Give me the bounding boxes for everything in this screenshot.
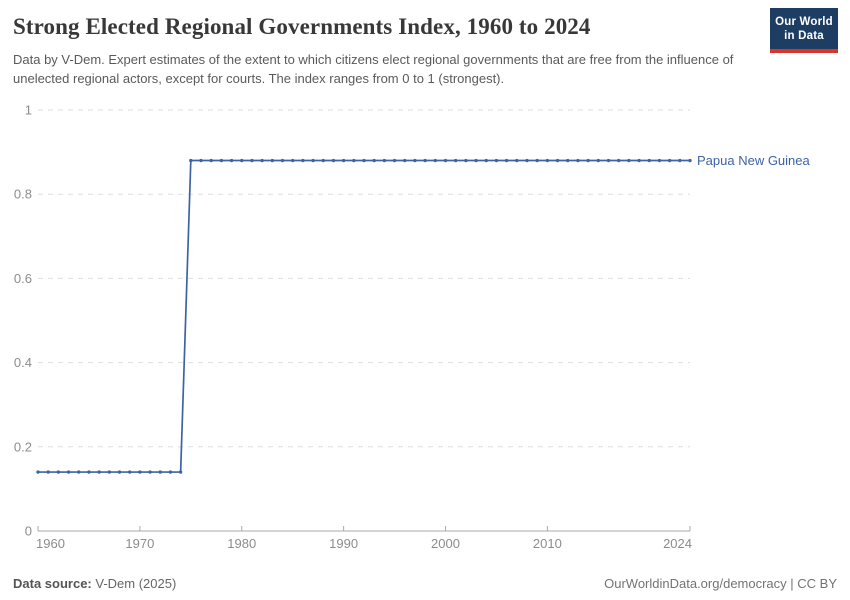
data-point[interactable] xyxy=(474,158,478,163)
data-point[interactable] xyxy=(46,470,50,474)
y-axis-tick-label: 0.2 xyxy=(14,439,32,454)
data-point[interactable] xyxy=(301,158,305,163)
y-axis-tick-label: 1 xyxy=(25,103,32,118)
data-point[interactable] xyxy=(77,470,81,474)
series-entity-label[interactable]: Papua New Guinea xyxy=(697,153,811,168)
data-point[interactable] xyxy=(586,158,590,163)
data-point[interactable] xyxy=(352,158,356,163)
data-point[interactable] xyxy=(627,158,631,163)
data-point[interactable] xyxy=(372,158,376,163)
data-point[interactable] xyxy=(657,158,662,163)
chart-footer: Data source: V-Dem (2025) OurWorldinData… xyxy=(0,569,850,600)
y-axis-tick-label: 0.8 xyxy=(14,187,32,202)
data-source-note: Data source: V-Dem (2025) xyxy=(13,576,176,591)
data-point[interactable] xyxy=(464,158,468,163)
data-point[interactable] xyxy=(189,158,193,163)
data-point[interactable] xyxy=(453,158,458,163)
data-point[interactable] xyxy=(127,470,132,474)
series-line-papua-new-guinea[interactable] xyxy=(38,159,690,473)
x-axis-tick-label: 1990 xyxy=(329,536,358,551)
data-point[interactable] xyxy=(576,158,580,163)
data-point[interactable] xyxy=(107,470,112,474)
data-point[interactable] xyxy=(270,158,275,163)
data-point[interactable] xyxy=(535,158,539,163)
data-point[interactable] xyxy=(199,158,203,163)
data-point[interactable] xyxy=(138,470,142,474)
chart-subtitle: Data by V-Dem. Expert estimates of the e… xyxy=(13,52,734,86)
owid-logo[interactable]: Our World in Data xyxy=(770,8,838,53)
data-point[interactable] xyxy=(494,158,499,163)
data-point[interactable] xyxy=(484,158,488,163)
data-point[interactable] xyxy=(403,158,407,163)
data-point[interactable] xyxy=(688,158,692,163)
data-point[interactable] xyxy=(56,470,61,474)
data-point[interactable] xyxy=(443,158,448,163)
x-axis-tick-label: 1980 xyxy=(227,536,256,551)
data-point[interactable] xyxy=(260,158,264,163)
data-point[interactable] xyxy=(382,158,387,163)
data-point[interactable] xyxy=(87,470,91,474)
data-point[interactable] xyxy=(219,158,224,163)
data-point[interactable] xyxy=(606,158,611,163)
data-point[interactable] xyxy=(616,158,621,163)
data-point[interactable] xyxy=(596,158,601,163)
data-point[interactable] xyxy=(525,158,529,163)
data-point[interactable] xyxy=(311,158,315,163)
data-point[interactable] xyxy=(168,470,173,474)
data-point[interactable] xyxy=(433,158,438,163)
data-point[interactable] xyxy=(341,158,346,163)
data-point[interactable] xyxy=(566,158,570,163)
data-point[interactable] xyxy=(158,470,162,474)
owid-logo-line2: in Data xyxy=(784,29,824,42)
data-point[interactable] xyxy=(678,158,682,163)
x-axis-tick-label: 1970 xyxy=(125,536,154,551)
data-source-label: Data source: xyxy=(13,576,92,591)
data-point[interactable] xyxy=(362,158,366,163)
data-point[interactable] xyxy=(250,158,254,163)
data-point[interactable] xyxy=(280,158,285,163)
data-point[interactable] xyxy=(66,470,71,474)
data-point[interactable] xyxy=(229,158,234,163)
data-point[interactable] xyxy=(240,158,244,163)
x-axis-tick-label: 1960 xyxy=(36,536,65,551)
data-point[interactable] xyxy=(555,158,560,163)
data-point[interactable] xyxy=(290,158,295,163)
data-point[interactable] xyxy=(413,158,417,163)
data-point[interactable] xyxy=(97,470,101,474)
data-source-value: V-Dem (2025) xyxy=(91,576,177,591)
data-point[interactable] xyxy=(637,158,641,163)
data-point[interactable] xyxy=(209,158,213,163)
x-axis-tick-label: 2010 xyxy=(533,536,562,551)
data-point[interactable] xyxy=(148,470,152,474)
data-point[interactable] xyxy=(178,470,183,474)
data-point[interactable] xyxy=(392,158,397,163)
x-axis-tick-label: 2024 xyxy=(663,536,692,551)
owid-credit-link[interactable]: OurWorldinData.org/democracy | CC BY xyxy=(604,576,837,591)
y-axis-tick-label: 0.4 xyxy=(14,355,32,370)
data-point[interactable] xyxy=(515,158,519,163)
data-point[interactable] xyxy=(647,158,651,163)
data-point[interactable] xyxy=(504,158,509,163)
chart-title: Strong Elected Regional Governments Inde… xyxy=(13,14,591,39)
data-point[interactable] xyxy=(545,158,550,163)
y-axis-tick-label: 0.6 xyxy=(14,271,32,286)
data-point[interactable] xyxy=(667,158,672,163)
data-point[interactable] xyxy=(331,158,336,163)
x-axis-tick-label: 2000 xyxy=(431,536,460,551)
data-point[interactable] xyxy=(117,470,122,474)
y-axis-tick-label: 0 xyxy=(25,524,32,539)
data-point[interactable] xyxy=(423,158,427,163)
owid-logo-line1: Our World xyxy=(775,15,833,28)
data-point[interactable] xyxy=(36,470,40,474)
data-point[interactable] xyxy=(321,158,325,163)
